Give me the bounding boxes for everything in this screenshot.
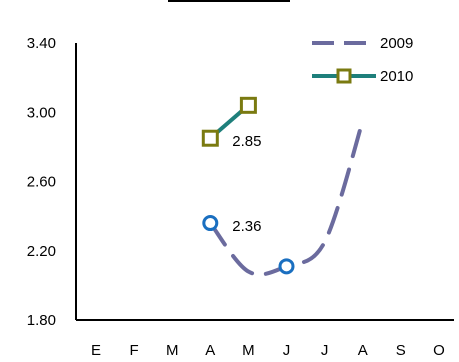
y-tick-label: 2.60: [27, 174, 56, 191]
x-tick-label: J: [321, 342, 329, 359]
data-labels: 2.85 2.36: [232, 133, 261, 235]
x-tick-label: E: [91, 342, 101, 359]
x-tick-label: A: [205, 342, 215, 359]
marker-2010: [201, 129, 219, 147]
legend-label-2010: 2010: [380, 68, 413, 85]
y-tick-label: 3.00: [27, 104, 56, 121]
x-tick-label: O: [433, 342, 445, 359]
x-tick-label: F: [130, 342, 139, 359]
y-tick-label: 1.80: [27, 312, 56, 329]
x-tick-label: S: [396, 342, 406, 359]
y-tick-label: 3.40: [27, 35, 56, 52]
legend-label-2009: 2009: [380, 35, 413, 52]
legend: 2009 2010: [312, 35, 413, 85]
x-tick-label: M: [242, 342, 255, 359]
x-tick-label: M: [166, 342, 179, 359]
legend-marker-2010: [336, 68, 352, 84]
axes: [75, 43, 454, 321]
x-tick-label: J: [283, 342, 291, 359]
x-tick-label: A: [358, 342, 368, 359]
marker-2010: [239, 96, 257, 114]
data-label: 2.36: [232, 218, 261, 235]
marker-2009: [202, 215, 219, 232]
marker-2009: [278, 258, 295, 275]
y-tick-label: 2.20: [27, 243, 56, 260]
data-label: 2.85: [232, 133, 261, 150]
series-group: [201, 96, 365, 277]
y-tick-labels: 1.80 2.20 2.60 3.00 3.40: [27, 35, 56, 329]
